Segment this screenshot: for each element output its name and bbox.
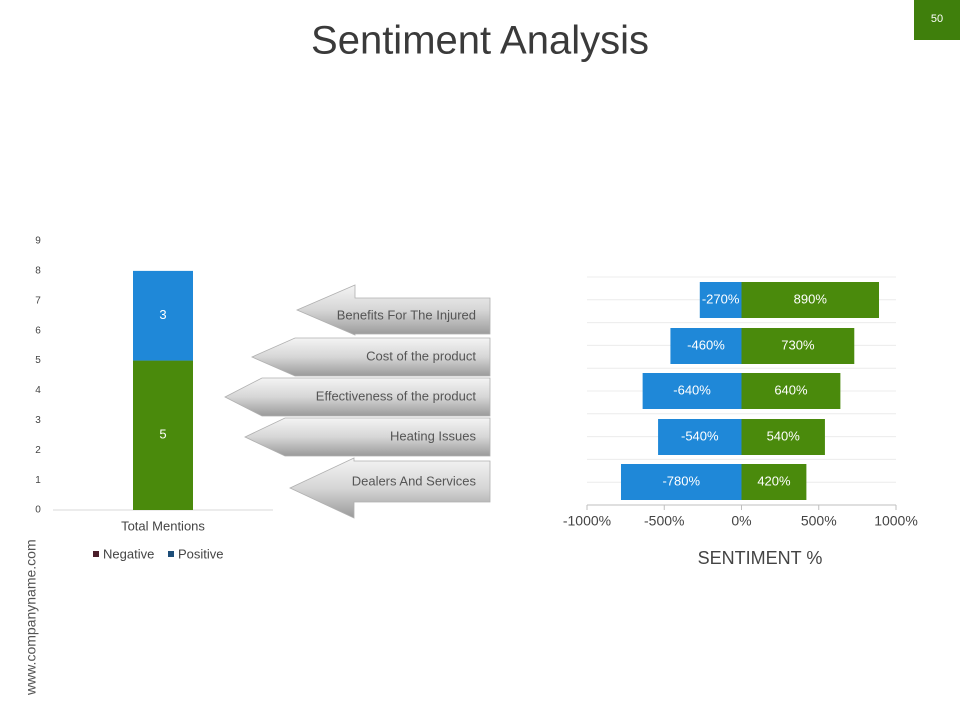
bar xyxy=(658,419,742,455)
y-tick-label: 0 xyxy=(35,505,41,516)
category-label: Cost of the product xyxy=(366,348,476,363)
bar-value-label: 5 xyxy=(159,427,166,442)
bar-value-label: -780% xyxy=(662,473,700,488)
bar xyxy=(642,373,742,409)
category-arrow xyxy=(244,417,491,457)
category-label: Benefits For The Injured xyxy=(337,307,476,322)
bar-value-label: 420% xyxy=(757,473,791,488)
bar-value-label: 890% xyxy=(794,291,828,306)
y-tick-label: 1 xyxy=(35,475,41,486)
bar xyxy=(741,373,841,409)
bar-value-label: -540% xyxy=(681,428,719,443)
category-arrow xyxy=(289,457,491,519)
y-tick-label: 5 xyxy=(35,355,41,366)
bar-value-label: 540% xyxy=(767,428,801,443)
x-tick-label: 0% xyxy=(731,513,751,529)
y-tick-label: 4 xyxy=(35,385,41,396)
y-tick-label: 9 xyxy=(35,236,41,247)
category-arrow xyxy=(295,284,491,336)
bar-value-label: -460% xyxy=(687,337,725,352)
bar xyxy=(741,419,825,455)
bar-value-label: -640% xyxy=(673,382,711,397)
legend-label: Positive xyxy=(178,546,224,561)
legend-label: Negative xyxy=(103,546,154,561)
x-tick-label: 1000% xyxy=(874,513,918,529)
slide-title: Sentiment Analysis xyxy=(311,19,649,63)
bar xyxy=(741,328,855,364)
bar-value-label: 730% xyxy=(781,337,815,352)
slide-number-box xyxy=(914,0,960,40)
y-tick-label: 2 xyxy=(35,445,41,456)
category-label: Effectiveness of the product xyxy=(316,388,477,403)
bar-value-label: -270% xyxy=(702,291,740,306)
bar-segment xyxy=(133,360,193,510)
x-tick-label: -500% xyxy=(644,513,684,529)
category-arrow xyxy=(224,377,491,417)
y-tick-label: 7 xyxy=(35,295,41,306)
y-tick-label: 3 xyxy=(35,415,41,426)
bar xyxy=(741,464,807,500)
bar xyxy=(620,464,742,500)
x-tick-label: -1000% xyxy=(563,513,611,529)
bar-value-label: 3 xyxy=(159,307,166,322)
bar xyxy=(670,328,742,364)
bar-value-label: 640% xyxy=(774,382,808,397)
legend-swatch xyxy=(93,551,99,557)
x-tick-label: Total Mentions xyxy=(121,518,205,533)
bar xyxy=(741,282,880,318)
slide-number: 50 xyxy=(931,13,943,25)
x-axis-label: SENTIMENT % xyxy=(698,548,823,568)
category-arrow xyxy=(251,337,491,377)
bar-segment xyxy=(133,270,193,361)
legend-swatch xyxy=(168,551,174,557)
bar xyxy=(699,282,742,318)
x-tick-label: 500% xyxy=(801,513,837,529)
y-tick-label: 8 xyxy=(35,266,41,277)
category-label: Dealers And Services xyxy=(352,473,477,488)
website: www.companyname.com xyxy=(23,539,39,696)
y-tick-label: 6 xyxy=(35,325,41,336)
category-label: Heating Issues xyxy=(390,428,476,443)
